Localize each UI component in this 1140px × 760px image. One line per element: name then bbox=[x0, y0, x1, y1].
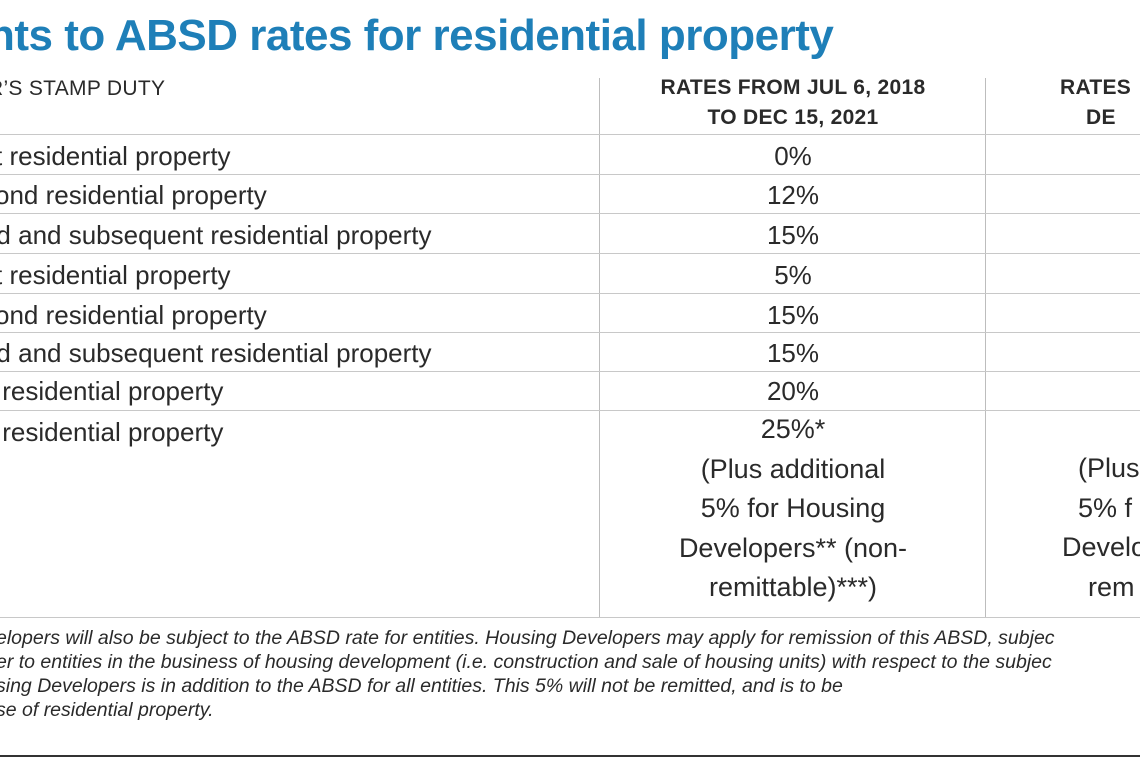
table-row: y residential property 20% bbox=[0, 371, 1140, 411]
rate-line: Developers** (non- bbox=[678, 532, 908, 563]
row-divider bbox=[0, 410, 1140, 411]
row-rate: 15% bbox=[766, 300, 820, 330]
rate-line: 25%* bbox=[760, 414, 826, 444]
table-row: st residential property 0% bbox=[0, 136, 1140, 176]
table-row: cond residential property 12% bbox=[0, 175, 1140, 215]
footnotes: elopers will also be subject to the ABSD… bbox=[0, 626, 1055, 722]
row-rate: 15% bbox=[766, 220, 820, 250]
rate-line: rem bbox=[1088, 571, 1135, 602]
row-label: cond residential property bbox=[0, 180, 267, 210]
row-label: ird and subsequent residential property bbox=[0, 338, 432, 368]
footnote-line: se of residential property. bbox=[0, 699, 214, 721]
row-divider bbox=[0, 617, 1140, 618]
row-divider bbox=[0, 332, 1140, 333]
row-divider bbox=[0, 371, 1140, 372]
rate-line: 5% f bbox=[1078, 492, 1133, 523]
header-col2-line1: RATES bbox=[1060, 76, 1132, 99]
row-label: y residential property bbox=[0, 417, 224, 447]
row-rate-multiline: 25%* (Plus additional 5% for Housing Dev… bbox=[600, 410, 986, 608]
row-divider bbox=[0, 213, 1140, 214]
bottom-rule bbox=[0, 755, 1140, 757]
column-divider-1 bbox=[599, 78, 600, 618]
rate-line: (Plus additional bbox=[700, 453, 886, 484]
row-label: ird and subsequent residential property bbox=[0, 220, 432, 250]
table-row: ird and subsequent residential property … bbox=[0, 215, 1140, 255]
row-label: cond residential property bbox=[0, 300, 267, 330]
column-divider-2 bbox=[985, 78, 986, 618]
rate-line: (Plus bbox=[1078, 453, 1140, 483]
row-rate-multiline-col2: (Plus 5% f Develo rem bbox=[1060, 449, 1140, 607]
header-col1: RATES FROM JUL 6, 2018 TO DEC 15, 2021 bbox=[600, 73, 986, 133]
table-row: cond residential property 15% bbox=[0, 295, 1140, 335]
header-left-label: R’S STAMP DUTY bbox=[0, 77, 166, 100]
footnote-line: sing Developers is in addition to the AB… bbox=[0, 675, 843, 697]
table-row: ird and subsequent residential property … bbox=[0, 333, 1140, 373]
rate-line: Develo bbox=[1062, 532, 1140, 562]
table-row: y residential property bbox=[0, 412, 1140, 452]
footnote-line: er to entities in the business of housin… bbox=[0, 651, 1052, 673]
row-divider bbox=[0, 253, 1140, 254]
rate-line: 5% for Housing bbox=[700, 493, 886, 523]
table-row: st residential property 5% bbox=[0, 255, 1140, 295]
row-rate: 15% bbox=[766, 338, 820, 368]
row-label: st residential property bbox=[0, 260, 231, 290]
row-rate: 0% bbox=[774, 141, 812, 171]
row-divider bbox=[0, 134, 1140, 135]
header-col2-line2: DE bbox=[1086, 106, 1116, 129]
header-col1-line1: RATES FROM JUL 6, 2018 bbox=[660, 76, 926, 99]
header-col1-line2: TO DEC 15, 2021 bbox=[707, 106, 879, 129]
rate-line: remittable)***) bbox=[708, 572, 878, 602]
page-title: nts to ABSD rates for residential proper… bbox=[0, 11, 834, 60]
header-col2: RATES DE bbox=[1060, 73, 1131, 133]
row-label: st residential property bbox=[0, 141, 231, 171]
row-rate: 20% bbox=[766, 376, 820, 406]
row-rate: 5% bbox=[774, 260, 812, 290]
row-rate: 12% bbox=[766, 180, 820, 210]
footnote-line: elopers will also be subject to the ABSD… bbox=[0, 627, 1055, 649]
row-divider bbox=[0, 174, 1140, 175]
row-divider bbox=[0, 293, 1140, 294]
row-label: y residential property bbox=[0, 376, 224, 406]
